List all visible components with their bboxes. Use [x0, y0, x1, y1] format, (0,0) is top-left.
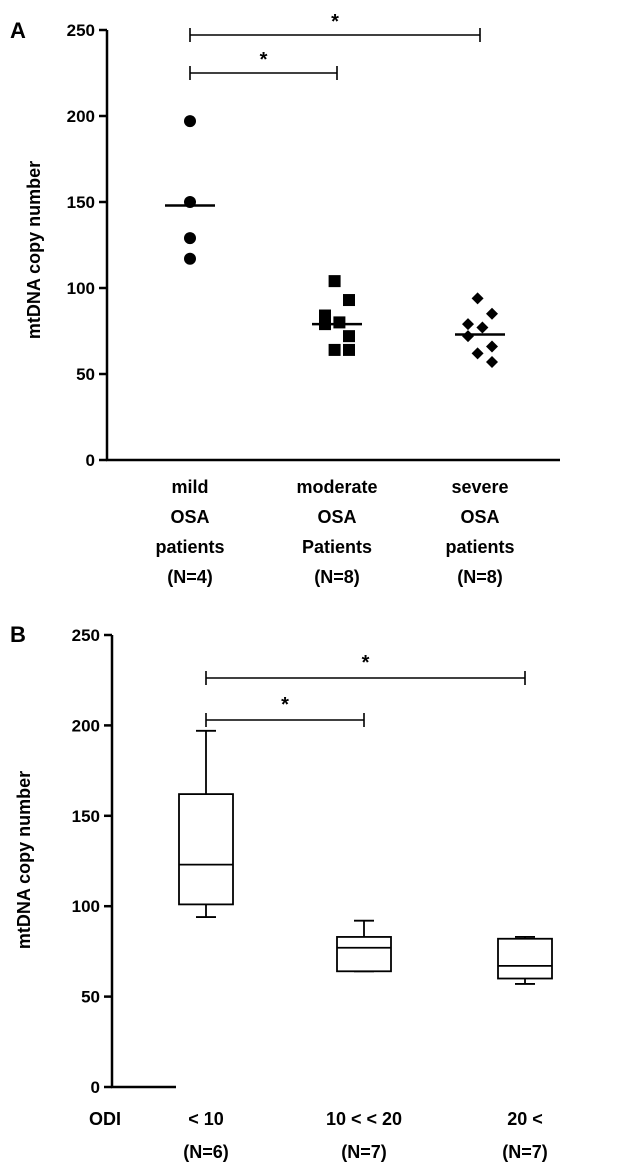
panel-b-category-line: < 10: [188, 1109, 224, 1129]
panel-b-boxes: [178, 729, 553, 985]
panel-a-point: [476, 321, 489, 334]
panel-b-category-line: (N=7): [502, 1142, 548, 1162]
panel-a-category-line: OSA: [460, 507, 499, 527]
panel-b-star: *: [362, 652, 370, 674]
panel-b-box: [336, 936, 392, 973]
panel-a-point: [471, 292, 484, 305]
panel-a-categories: mild OSA patients (N=4) moderate OSA Patients (…: [155, 477, 514, 587]
panel-b-box: [497, 937, 553, 980]
panel-b-box: [178, 793, 234, 906]
panel-b-ylabel: mtDNA copy number: [14, 771, 34, 949]
panel-a-ytick-label: 200: [67, 107, 95, 126]
panel-b-category-line: (N=6): [183, 1142, 229, 1162]
panel-a-category-line: OSA: [170, 507, 209, 527]
panel-b-ytick-label: 50: [81, 988, 100, 1007]
panel-a-category-line: (N=8): [457, 567, 503, 587]
panel-a-point: [333, 316, 346, 329]
panel-a-ylabel: mtDNA copy number: [24, 161, 44, 339]
panel-a-point: [462, 330, 474, 343]
panel-a-category-line: OSA: [317, 507, 356, 527]
panel-b-boxplot: [497, 936, 553, 985]
panel-b-ytick-label: 200: [72, 716, 100, 735]
panel-b-boxplot: [336, 919, 392, 973]
panel-a-category-label: severe OSA patients (N=8): [445, 477, 514, 587]
panel-b-bracket: [205, 671, 526, 685]
panel-a-point: [471, 347, 484, 360]
panel-b-ytick-label: 150: [72, 807, 100, 826]
panel-a-category-label: moderate OSA Patients (N=8): [296, 477, 377, 587]
panel-a-point: [486, 355, 498, 368]
panel-a-point: [486, 307, 498, 320]
panel-b-category-label: 10 < < 20 (N=7): [326, 1109, 402, 1162]
panel-b-category-line: 20 <: [507, 1109, 543, 1129]
panel-b-category-label: < 10 (N=6): [183, 1109, 229, 1162]
panel-a-category-line: (N=4): [167, 567, 213, 587]
panel-a-category-line: patients: [155, 537, 224, 557]
panel-a-point: [343, 294, 355, 307]
panel-b-x-prefix: ODI: [89, 1109, 121, 1129]
panel-b-ticks: 0 50 100 150 200 250: [72, 626, 112, 1097]
panel-a-point: [462, 318, 474, 331]
panel-a-ytick-label: 100: [67, 279, 95, 298]
panel-a-point: [486, 340, 498, 353]
panel-a-point: [343, 343, 355, 356]
panel-b-category-line: 10 < < 20: [326, 1109, 402, 1129]
panel-a-category-line: patients: [445, 537, 514, 557]
panel-a-ytick-label: 50: [76, 365, 95, 384]
panel-a-medians: [165, 204, 505, 336]
panel-a-point: [343, 330, 355, 343]
panel-a-point: [184, 115, 196, 128]
panel-b-categories: < 10 (N=6) 10 < < 20 (N=7) 20 < (N=7): [183, 1109, 548, 1162]
panel-b-ytick-label: 100: [72, 897, 100, 916]
panel-a-bracket: [189, 66, 338, 80]
panel-a-category-line: Patients: [302, 537, 372, 557]
panel-b-star: *: [281, 694, 289, 716]
panel-a-letter: A: [10, 18, 26, 43]
panel-a-category-line: severe: [451, 477, 508, 497]
panel-a-ytick-label: 150: [67, 193, 95, 212]
panel-b-ytick-label: 250: [72, 626, 100, 645]
panel-a-significance: **: [189, 11, 481, 80]
panel-a-ytick-label: 0: [86, 451, 95, 470]
panel-a-point: [328, 343, 341, 356]
panel-a-category-line: mild: [171, 477, 208, 497]
panel-a-point: [184, 252, 196, 265]
panel-a-category-label: mild OSA patients (N=4): [155, 477, 224, 587]
panel-b-bracket: [205, 713, 365, 727]
panel-b-letter: B: [10, 622, 26, 647]
panel-a-ticks: 0 50 100 150 200 250: [67, 21, 107, 470]
panel-a-ytick-label: 250: [67, 21, 95, 40]
panel-a-point: [328, 275, 341, 288]
panel-b-boxplot: [178, 729, 234, 918]
panel-b-significance: **: [205, 652, 526, 727]
panel-a-point: [184, 232, 196, 245]
panel-b-category-label: 20 < (N=7): [502, 1109, 548, 1162]
panel-a-bracket: [189, 28, 481, 42]
panel-a-category-line: (N=8): [314, 567, 360, 587]
panel-a-star: *: [260, 49, 268, 71]
panel-b-ytick-label: 0: [91, 1078, 100, 1097]
panel-a-star: *: [331, 11, 339, 33]
panel-a-category-line: moderate: [296, 477, 377, 497]
panel-a-points: [184, 115, 498, 368]
panel-b-category-line: (N=7): [341, 1142, 387, 1162]
